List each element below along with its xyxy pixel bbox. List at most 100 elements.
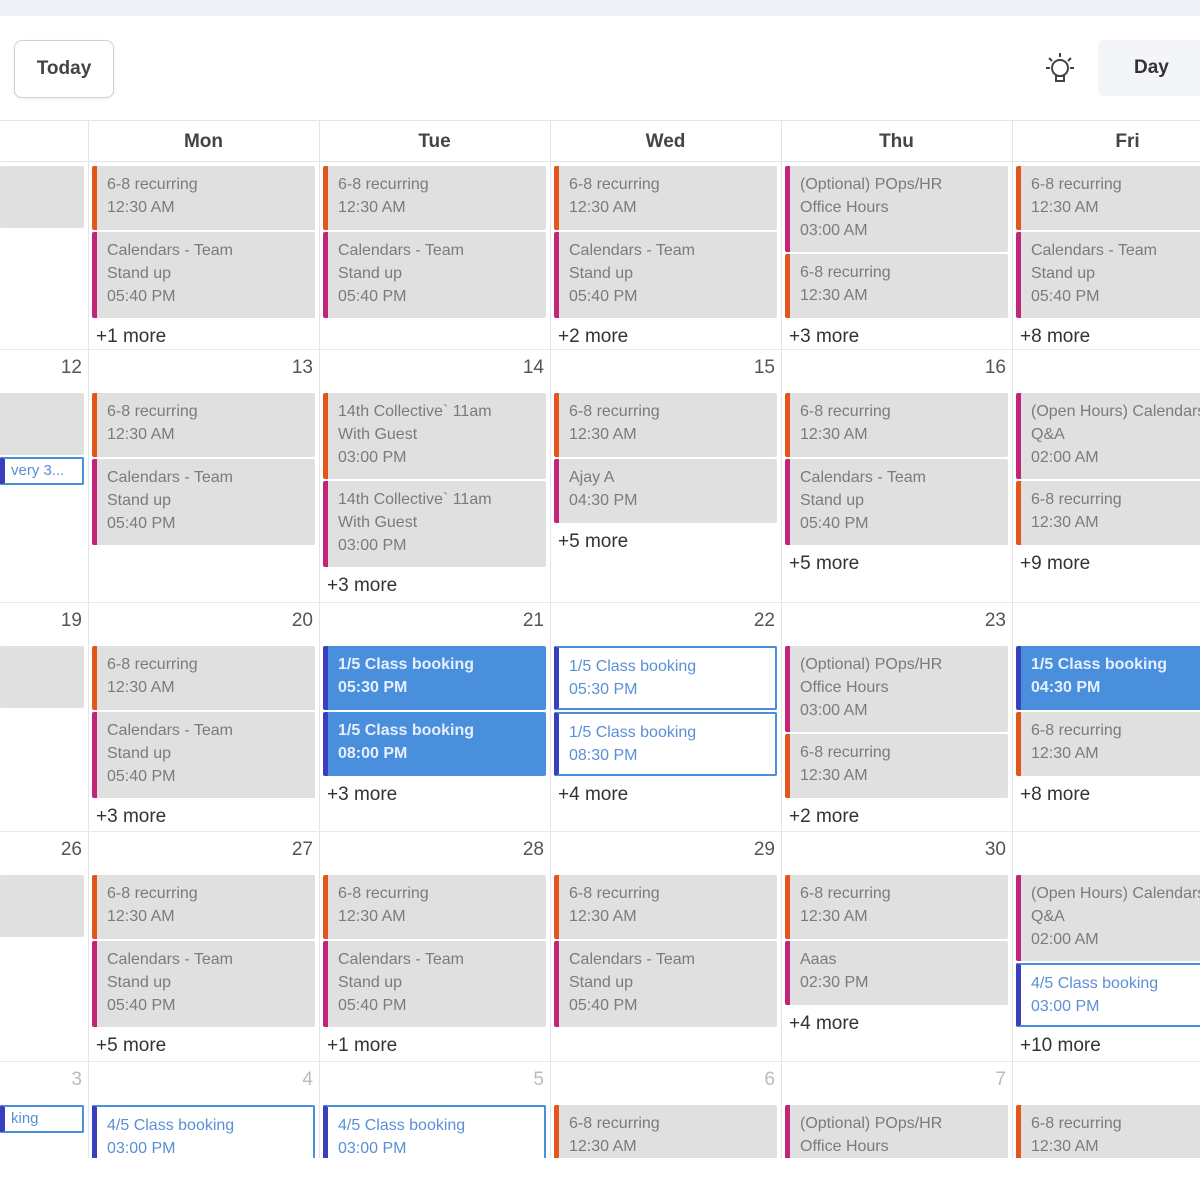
more-events-link[interactable]: +3 more <box>96 806 167 827</box>
calendar-event[interactable]: Calendars - Team Stand up 05:40 PM <box>323 941 546 1027</box>
more-events-link[interactable]: +1 more <box>96 326 167 347</box>
day-cell[interactable]: (Open Hours) Calendars Q&A 02:00 AM 6-8 rec… <box>1012 349 1200 602</box>
day-cell[interactable]: 16 6-8 recurring 12:30 AM Calendars - Team S… <box>781 349 1012 602</box>
day-number[interactable]: 4 <box>302 1069 313 1090</box>
calendar-event[interactable]: (Open Hours) Calendars Q&A 02:00 AM <box>1016 875 1200 961</box>
today-button[interactable]: Today <box>14 40 114 98</box>
calendar-event[interactable]: 6-8 recurring 12:30 AM <box>92 875 315 939</box>
calendar-event[interactable]: 6-8 recurring 12:30 AM <box>785 393 1008 457</box>
lightbulb-icon[interactable] <box>1040 50 1080 90</box>
more-events-link[interactable]: +2 more <box>789 806 860 827</box>
day-number[interactable]: 16 <box>984 357 1006 378</box>
calendar-event[interactable]: 6-8 recurring 12:30 AM <box>323 166 546 230</box>
calendar-event[interactable]: 6-8 recurring 12:30 AM <box>1016 481 1200 545</box>
calendar-event[interactable] <box>0 875 84 937</box>
calendar-event[interactable]: 6-8 recurring 12:30 AM <box>554 875 777 939</box>
calendar-event[interactable]: very 3... <box>0 457 84 485</box>
day-number[interactable]: 5 <box>533 1069 544 1090</box>
day-cell[interactable]: 6-8 recurring 12:30 AM Calendars - Team Sta… <box>550 162 781 349</box>
calendar-event[interactable]: 1/5 Class booking 04:30 PM <box>1016 646 1200 710</box>
day-cell[interactable]: 19 <box>0 602 88 831</box>
calendar-event[interactable]: Calendars - Team Stand up 05:40 PM <box>323 232 546 318</box>
day-cell[interactable]: 1/5 Class booking 04:30 PM 6-8 recurring 12… <box>1012 602 1200 831</box>
more-events-link[interactable]: +10 more <box>1020 1035 1101 1056</box>
day-cell[interactable] <box>0 162 88 349</box>
more-events-link[interactable]: +3 more <box>327 575 398 596</box>
day-number[interactable]: 3 <box>71 1069 82 1090</box>
day-number[interactable]: 15 <box>753 357 775 378</box>
view-day-button[interactable]: Day <box>1098 40 1200 96</box>
day-cell[interactable]: 22 1/5 Class booking 05:30 PM 1/5 Class boo… <box>550 602 781 831</box>
calendar-event[interactable]: (Optional) POps/HR Office Hours 03:00 AM <box>785 166 1008 252</box>
calendar-event[interactable] <box>0 393 84 455</box>
calendar-event[interactable]: (Open Hours) Calendars Q&A 02:00 AM <box>1016 393 1200 479</box>
calendar-event[interactable]: 14th Collective` 11am With Guest 03:00 PM <box>323 481 546 567</box>
more-events-link[interactable]: +9 more <box>1020 553 1091 574</box>
day-cell[interactable]: 13 6-8 recurring 12:30 AM Calendars - Team S… <box>88 349 319 602</box>
calendar-event[interactable]: Calendars - Team Stand up 05:40 PM <box>92 941 315 1027</box>
day-cell[interactable]: 6 6-8 recurring 12:30 AM <box>550 1061 781 1169</box>
day-cell[interactable]: (Optional) POps/HR Office Hours 03:00 AM 6-… <box>781 162 1012 349</box>
more-events-link[interactable]: +1 more <box>327 1035 398 1056</box>
day-number[interactable]: 19 <box>60 610 82 631</box>
calendar-event[interactable]: 1/5 Class booking 05:30 PM <box>554 646 777 710</box>
calendar-event[interactable]: 1/5 Class booking 05:30 PM <box>323 646 546 710</box>
day-number[interactable]: 20 <box>291 610 313 631</box>
calendar-event[interactable]: Aaas 02:30 PM <box>785 941 1008 1005</box>
calendar-event[interactable]: 6-8 recurring 12:30 AM <box>92 393 315 457</box>
day-cell[interactable]: 6-8 recurring 12:30 AM Calendars - Team Sta… <box>1012 162 1200 349</box>
day-cell[interactable]: 29 6-8 recurring 12:30 AM Calendars - Team S… <box>550 831 781 1061</box>
more-events-link[interactable]: +8 more <box>1020 784 1091 805</box>
calendar-event[interactable]: 6-8 recurring 12:30 AM <box>554 166 777 230</box>
day-number[interactable]: 27 <box>291 839 313 860</box>
calendar-event[interactable] <box>0 166 84 228</box>
calendar-event[interactable]: 6-8 recurring 12:30 AM <box>323 875 546 939</box>
calendar-event[interactable]: Calendars - Team Stand up 05:40 PM <box>92 459 315 545</box>
day-cell[interactable]: 20 6-8 recurring 12:30 AM Calendars - Team S… <box>88 602 319 831</box>
calendar-event[interactable]: Calendars - Team Stand up 05:40 PM <box>92 232 315 318</box>
calendar-event[interactable]: Calendars - Team Stand up 05:40 PM <box>1016 232 1200 318</box>
calendar-event[interactable]: king <box>0 1105 84 1133</box>
more-events-link[interactable]: +2 more <box>558 326 629 347</box>
day-number[interactable]: 12 <box>60 357 82 378</box>
day-number[interactable]: 13 <box>291 357 313 378</box>
day-cell[interactable]: 21 1/5 Class booking 05:30 PM 1/5 Class boo… <box>319 602 550 831</box>
day-number[interactable]: 6 <box>764 1069 775 1090</box>
calendar-event[interactable]: (Optional) POps/HR Office Hours 03:00 AM <box>785 646 1008 732</box>
day-number[interactable]: 23 <box>984 610 1006 631</box>
day-number[interactable]: 28 <box>522 839 544 860</box>
calendar-event[interactable] <box>0 646 84 708</box>
day-cell[interactable]: 30 6-8 recurring 12:30 AM Aaas 02:30 PM +4 mo… <box>781 831 1012 1061</box>
day-cell[interactable]: 12 very 3... <box>0 349 88 602</box>
day-cell[interactable]: 27 6-8 recurring 12:30 AM Calendars - Team S… <box>88 831 319 1061</box>
calendar-event[interactable]: 1/5 Class booking 08:30 PM <box>554 712 777 776</box>
day-cell[interactable]: 6-8 recurring 12:30 AM <box>1012 1061 1200 1169</box>
calendar-event[interactable]: 6-8 recurring 12:30 AM <box>785 734 1008 798</box>
day-cell[interactable]: 26 <box>0 831 88 1061</box>
more-events-link[interactable]: +3 more <box>789 326 860 347</box>
calendar-event[interactable]: 4/5 Class booking 03:00 PM <box>1016 963 1200 1027</box>
day-number[interactable]: 26 <box>60 839 82 860</box>
day-number[interactable]: 29 <box>753 839 775 860</box>
day-cell[interactable]: 5 4/5 Class booking 03:00 PM <box>319 1061 550 1169</box>
calendar-event[interactable]: 6-8 recurring 12:30 AM <box>554 393 777 457</box>
more-events-link[interactable]: +5 more <box>96 1035 167 1056</box>
calendar-event[interactable]: Ajay A 04:30 PM <box>554 459 777 523</box>
calendar-event[interactable]: 6-8 recurring 12:30 AM <box>1016 712 1200 776</box>
day-number[interactable]: 7 <box>995 1069 1006 1090</box>
day-cell[interactable]: 3 king <box>0 1061 88 1160</box>
day-number[interactable]: 14 <box>522 357 544 378</box>
more-events-link[interactable]: +3 more <box>327 784 398 805</box>
day-number[interactable]: 21 <box>522 610 544 631</box>
more-events-link[interactable]: +8 more <box>1020 326 1091 347</box>
day-cell[interactable]: 6-8 recurring 12:30 AM Calendars - Team Sta… <box>319 162 550 349</box>
day-cell[interactable]: 6-8 recurring 12:30 AM Calendars - Team Sta… <box>88 162 319 349</box>
calendar-event[interactable]: Calendars - Team Stand up 05:40 PM <box>92 712 315 798</box>
more-events-link[interactable]: +5 more <box>558 531 629 552</box>
day-number[interactable]: 30 <box>984 839 1006 860</box>
calendar-event[interactable]: 14th Collective` 11am With Guest 03:00 PM <box>323 393 546 479</box>
more-events-link[interactable]: +4 more <box>789 1013 860 1034</box>
day-number[interactable]: 22 <box>753 610 775 631</box>
calendar-event[interactable]: 1/5 Class booking 08:00 PM <box>323 712 546 776</box>
day-cell[interactable]: 7 (Optional) POps/HR Office Hours <box>781 1061 1012 1191</box>
